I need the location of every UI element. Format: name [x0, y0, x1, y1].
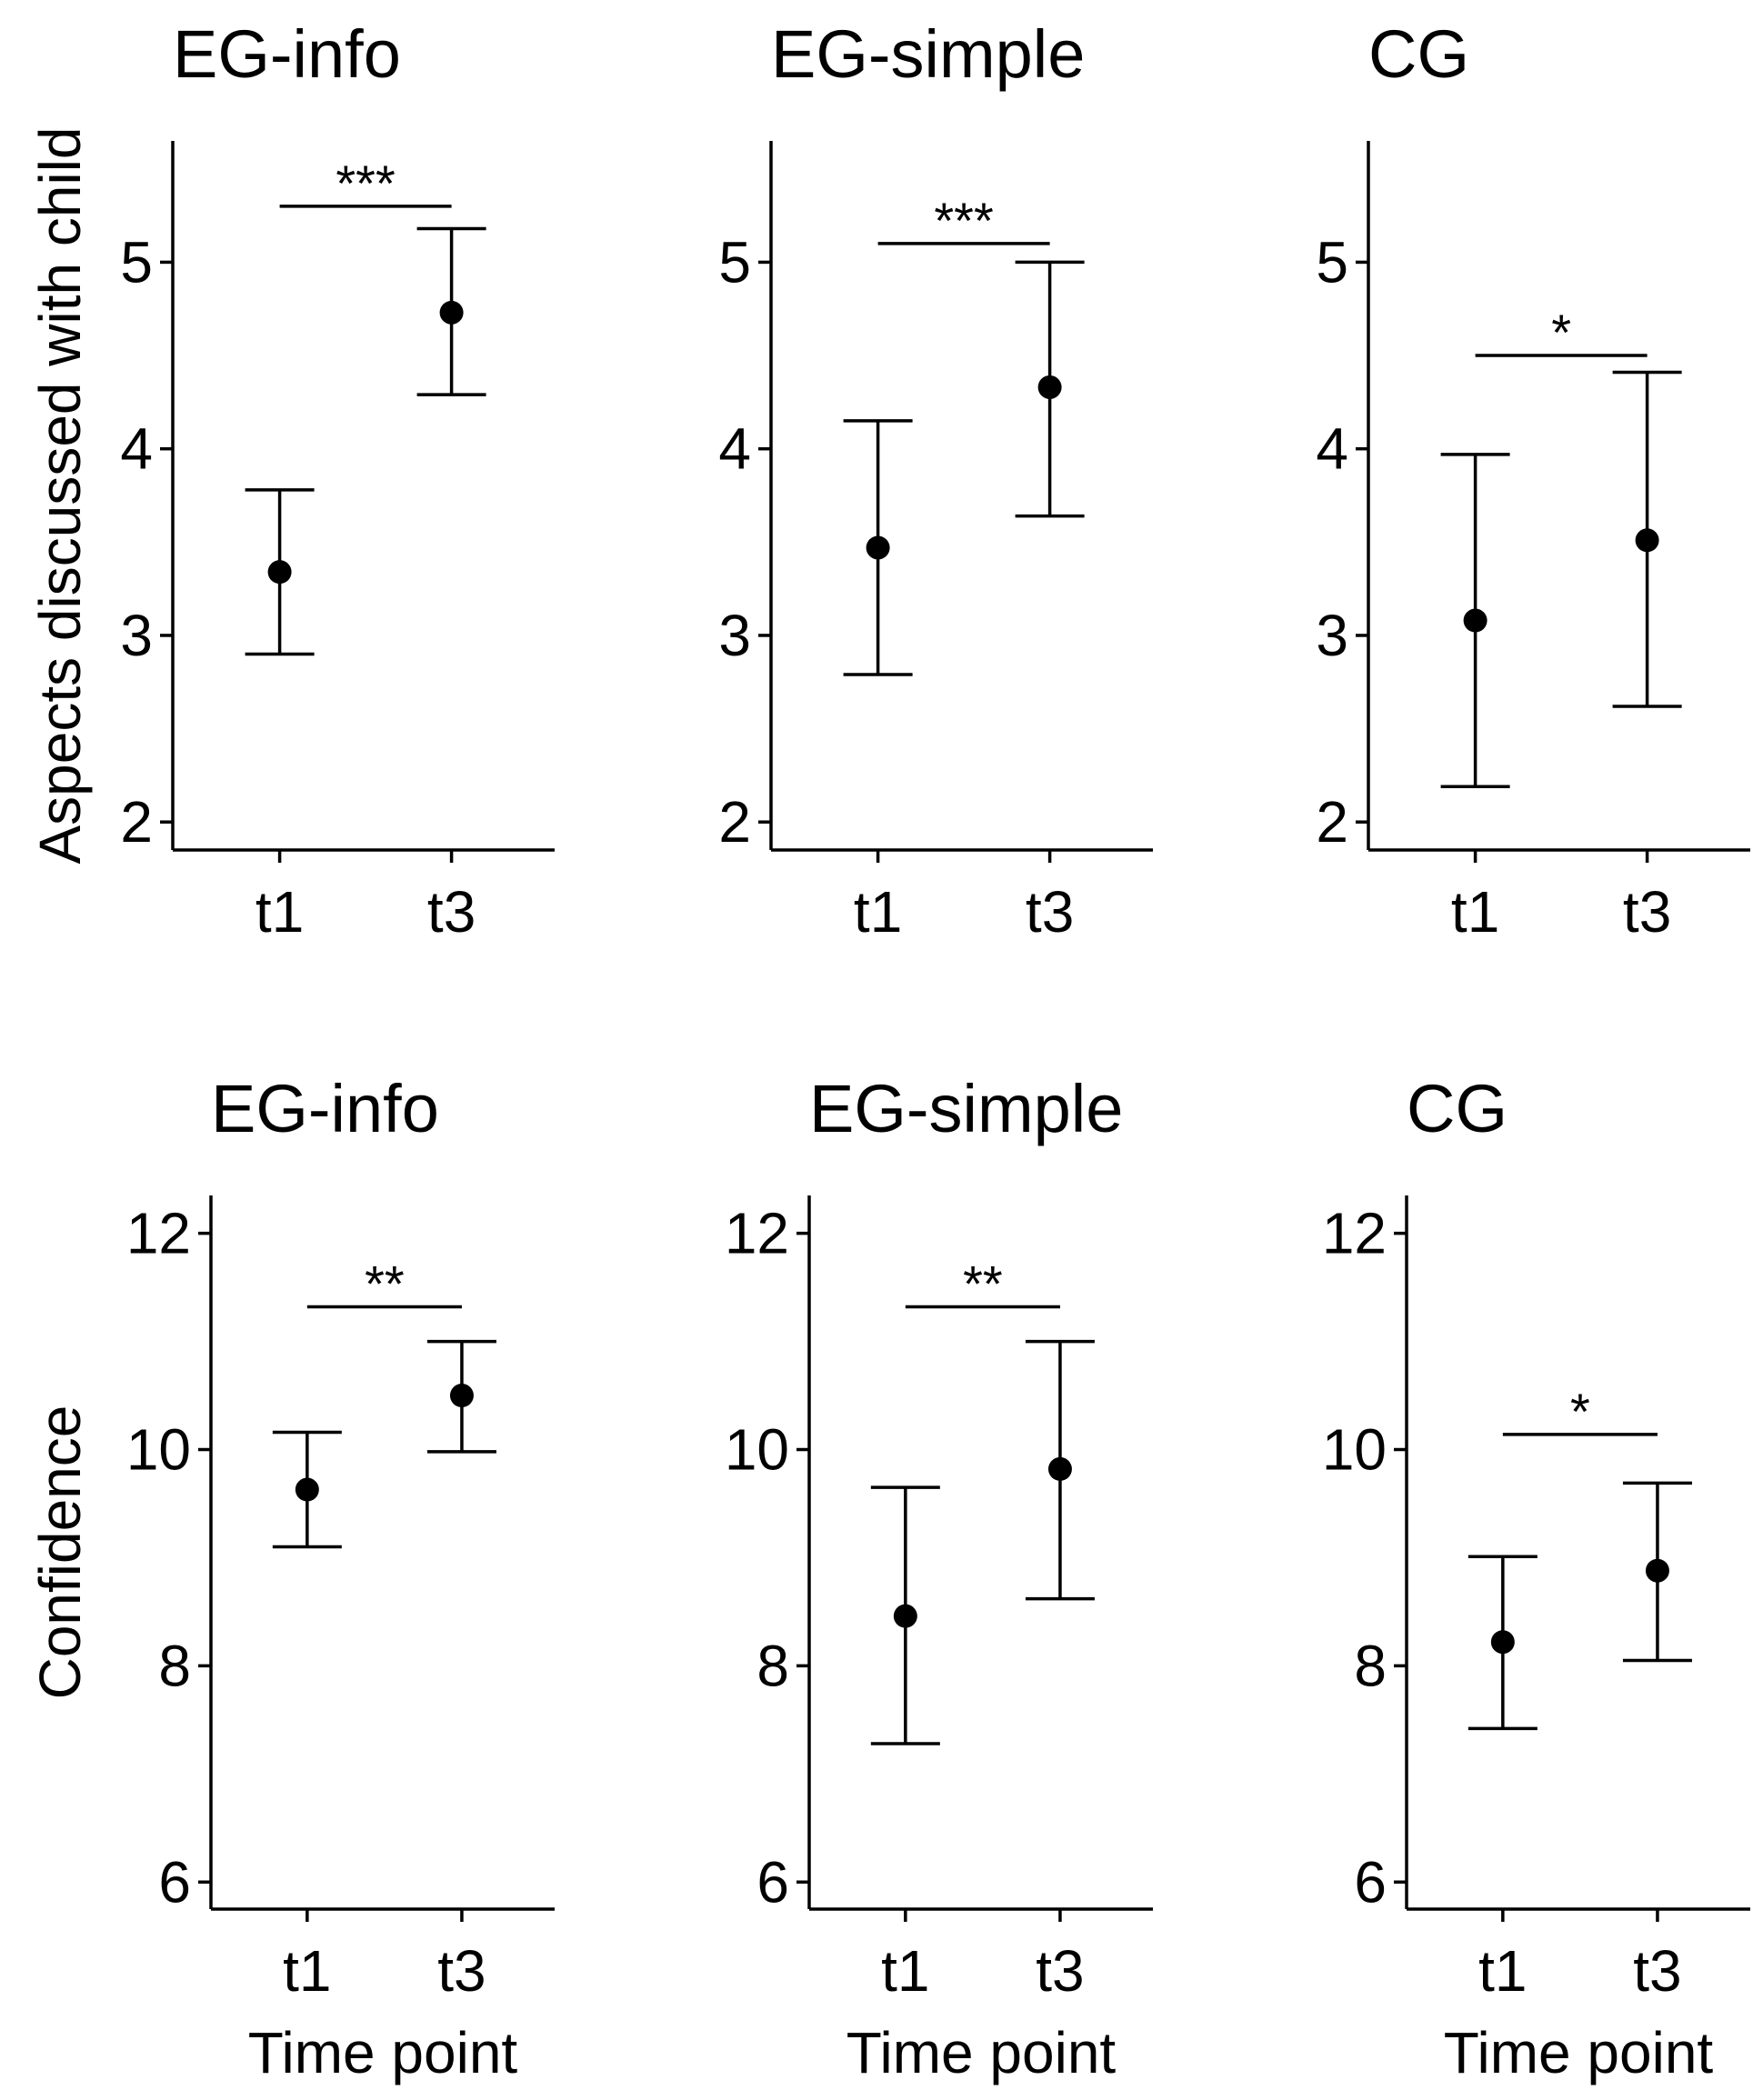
significance-label: ** — [365, 1255, 405, 1313]
panel-title: EG-simple — [771, 16, 1085, 92]
x-tick-label: t3 — [1026, 879, 1074, 945]
x-tick-label: t3 — [1036, 1938, 1084, 2004]
panel-title: EG-simple — [809, 1071, 1123, 1146]
y-tick-label: 12 — [126, 1201, 191, 1266]
x-tick-label: t3 — [437, 1938, 486, 2004]
data-point — [295, 1477, 319, 1502]
panel-4: 6 8 10 12 t1 t3 EG-info Confidence Time point ** — [27, 1071, 555, 2085]
x-tick-label: t1 — [1451, 879, 1499, 945]
y-tick-label: 8 — [756, 1633, 789, 1698]
x-tick-label: t3 — [1633, 1938, 1681, 2004]
y-tick-label: 5 — [718, 229, 751, 295]
data-point — [1047, 1456, 1072, 1481]
y-tick-label: 8 — [158, 1633, 191, 1698]
y-tick-label: 2 — [1316, 789, 1348, 855]
y-tick-label: 8 — [1354, 1633, 1387, 1698]
y-tick-label: 3 — [120, 603, 153, 668]
y-tick-label: 4 — [1316, 416, 1348, 482]
y-tick-label: 5 — [120, 229, 153, 295]
panel-6: 6 8 10 12 t1 t3 CG Time point * — [1322, 1071, 1750, 2085]
data-point — [893, 1604, 917, 1628]
data-point — [1037, 375, 1062, 399]
significance-label: *** — [336, 155, 395, 212]
panel-title: EG-info — [173, 16, 401, 92]
significance-label: *** — [934, 192, 993, 249]
y-tick-label: 6 — [158, 1849, 191, 1915]
data-point — [1490, 1630, 1515, 1655]
y-tick-label: 12 — [725, 1201, 789, 1266]
x-tick-label: t3 — [1623, 879, 1671, 945]
x-tick-label: t1 — [1478, 1938, 1527, 2004]
data-point — [439, 300, 464, 325]
x-tick-label: t1 — [283, 1938, 331, 2004]
y-tick-label: 12 — [1322, 1201, 1387, 1266]
y-tick-label: 10 — [1322, 1417, 1387, 1483]
significance-label: ** — [963, 1255, 1003, 1313]
data-point — [1645, 1558, 1669, 1583]
y-tick-label: 3 — [718, 603, 751, 668]
y-tick-label: 2 — [718, 789, 751, 855]
y-tick-label: 4 — [718, 416, 751, 482]
y-tick-label: 6 — [1354, 1849, 1387, 1915]
y-tick-label: 2 — [120, 789, 153, 855]
y-tick-label: 10 — [725, 1417, 789, 1483]
x-tick-label: t1 — [854, 879, 902, 945]
x-tick-label: t1 — [881, 1938, 929, 2004]
panel-title: CG — [1407, 1071, 1508, 1146]
x-axis-title: Time point — [846, 2020, 1117, 2085]
data-point — [1463, 608, 1488, 633]
data-point — [449, 1384, 474, 1408]
x-axis-title: Time point — [248, 2020, 518, 2085]
x-axis-title: Time point — [1444, 2020, 1714, 2085]
x-tick-label: t3 — [427, 879, 476, 945]
y-tick-label: 6 — [756, 1849, 789, 1915]
panel-5: 6 8 10 12 t1 t3 EG-simple Time point ** — [725, 1071, 1153, 2085]
panel-2: 2 3 4 5 t1 t3 EG-simple *** — [718, 16, 1153, 945]
x-tick-label: t1 — [255, 879, 304, 945]
data-point — [267, 560, 292, 585]
y-tick-label: 3 — [1316, 603, 1348, 668]
panel-title: CG — [1368, 16, 1469, 92]
data-point — [866, 535, 890, 560]
significance-label: * — [1551, 304, 1571, 361]
y-tick-label: 10 — [126, 1417, 191, 1483]
panel-1: 2 3 4 5 t1 t3 EG-info Aspects discussed with ch… — [27, 16, 555, 945]
y-axis-title: Confidence — [27, 1405, 93, 1700]
panel-title: EG-info — [211, 1071, 439, 1146]
panel-3: 2 3 4 5 t1 t3 CG * — [1316, 16, 1750, 945]
y-axis-title: Aspects discussed with child — [27, 126, 93, 864]
y-tick-label: 4 — [120, 416, 153, 482]
data-point — [1635, 528, 1659, 553]
y-tick-label: 5 — [1316, 229, 1348, 295]
significance-label: * — [1570, 1383, 1590, 1440]
